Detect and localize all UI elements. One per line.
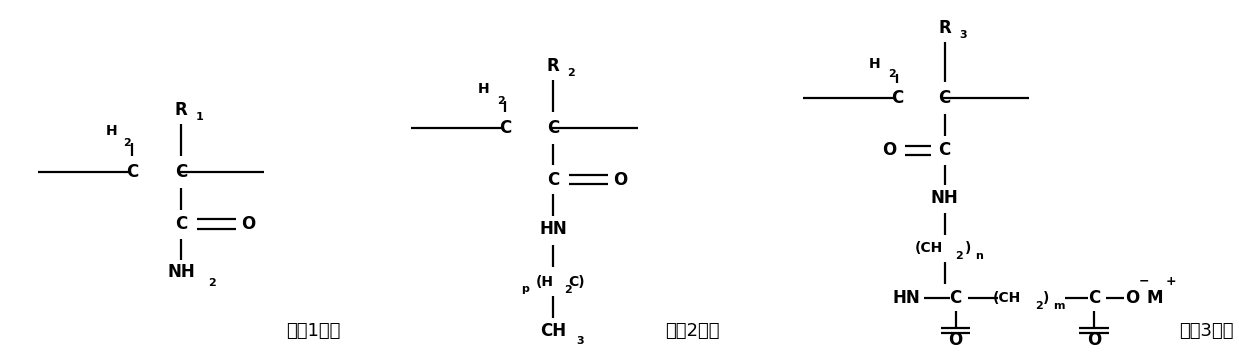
Text: 3: 3 xyxy=(959,30,966,40)
Text: ): ) xyxy=(1043,291,1049,305)
Text: 2: 2 xyxy=(955,251,963,261)
Text: C: C xyxy=(175,215,187,233)
Text: HN: HN xyxy=(893,289,921,307)
Text: (H: (H xyxy=(535,275,554,289)
Text: C: C xyxy=(175,163,187,181)
Text: 2: 2 xyxy=(497,96,504,106)
Text: (CH: (CH xyxy=(914,241,943,255)
Text: O: O xyxy=(949,331,963,349)
Text: 2: 2 xyxy=(124,138,131,148)
Text: 1: 1 xyxy=(196,112,203,122)
Text: 2: 2 xyxy=(888,69,896,79)
Text: 式（2），: 式（2）， xyxy=(665,322,720,340)
Text: m: m xyxy=(1053,301,1064,311)
Text: (CH: (CH xyxy=(992,291,1021,305)
Text: ): ) xyxy=(965,241,971,255)
Text: H: H xyxy=(105,125,118,139)
Text: H: H xyxy=(477,82,489,96)
Text: −: − xyxy=(1139,275,1150,288)
Text: 2: 2 xyxy=(208,278,216,288)
Text: C: C xyxy=(499,119,512,137)
Text: H: H xyxy=(869,57,881,71)
Text: 3: 3 xyxy=(576,336,584,346)
Text: O: O xyxy=(882,141,897,159)
Text: R: R xyxy=(546,56,560,75)
Text: 2: 2 xyxy=(564,285,571,295)
Text: 2: 2 xyxy=(567,67,575,78)
Text: C): C) xyxy=(567,275,585,289)
Text: O: O xyxy=(1087,331,1101,349)
Text: 2: 2 xyxy=(1035,301,1043,311)
Text: C: C xyxy=(949,289,961,307)
Text: +: + xyxy=(1166,275,1176,288)
Text: HN: HN xyxy=(539,220,567,238)
Text: CH: CH xyxy=(540,322,566,340)
Text: C: C xyxy=(546,119,559,137)
Text: C: C xyxy=(126,163,139,181)
Text: 式（1），: 式（1）， xyxy=(286,322,341,340)
Text: O: O xyxy=(613,171,627,188)
Text: C: C xyxy=(546,171,559,188)
Text: NH: NH xyxy=(930,190,959,208)
Text: C: C xyxy=(891,89,903,107)
Text: O: O xyxy=(242,215,255,233)
Text: n: n xyxy=(975,251,983,261)
Text: M: M xyxy=(1147,289,1163,307)
Text: R: R xyxy=(175,101,187,119)
Text: R: R xyxy=(938,19,952,37)
Text: C: C xyxy=(1088,289,1100,307)
Text: C: C xyxy=(938,141,950,159)
Text: NH: NH xyxy=(167,263,195,281)
Text: 式（3），: 式（3）， xyxy=(1180,322,1234,340)
Text: p: p xyxy=(522,284,529,294)
Text: C: C xyxy=(938,89,950,107)
Text: O: O xyxy=(1125,289,1139,307)
